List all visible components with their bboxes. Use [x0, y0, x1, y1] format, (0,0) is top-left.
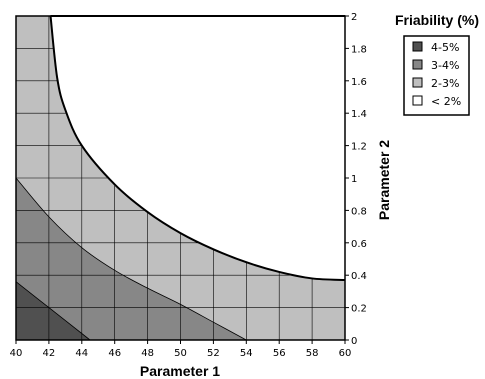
y-axis-title: Parameter 2 [376, 140, 392, 220]
y-tick-label: 0.4 [351, 271, 367, 282]
legend-swatch [412, 59, 423, 70]
legend-swatch [412, 41, 423, 52]
x-tick-label: 56 [273, 348, 286, 359]
y-tick-label: 1.6 [351, 77, 367, 88]
y-tick-label: 1.8 [351, 44, 367, 55]
region-2-3 [16, 16, 345, 340]
x-tick-label: 44 [75, 348, 88, 359]
legend-swatch [412, 95, 423, 106]
x-tick-label: 60 [339, 348, 352, 359]
legend-label: 2-3% [431, 77, 459, 90]
y-axis-ticks: 0 0.2 0.4 0.6 0.8 1 1.2 1.4 1.6 1.8 2 [345, 12, 367, 347]
region-3-4 [16, 178, 247, 340]
x-tick-label: 48 [141, 348, 154, 359]
legend-label: 4-5% [431, 41, 459, 54]
x-tick-label: 40 [10, 348, 23, 359]
region-3-4-boundary [15, 177, 247, 341]
y-tick-label: 1 [351, 174, 357, 185]
region-4-5-boundary [15, 281, 91, 341]
x-tick-label: 52 [207, 348, 220, 359]
legend-label: < 2% [431, 95, 461, 108]
legend-swatch [412, 77, 423, 88]
y-tick-label: 0.8 [351, 206, 367, 217]
y-tick-label: 1.2 [351, 142, 367, 153]
x-tick-label: 42 [43, 348, 56, 359]
y-tick-label: 2 [351, 12, 357, 23]
y-tick-label: 0 [351, 336, 357, 347]
x-tick-label: 46 [108, 348, 121, 359]
x-tick-label: 54 [240, 348, 253, 359]
y-tick-label: 0.2 [351, 304, 367, 315]
legend-label: 3-4% [431, 59, 459, 72]
x-axis-ticks: 40 42 44 46 48 50 52 54 56 58 60 [10, 340, 352, 359]
legend: Friability (%) 4-5% 3-4% 2-3% < 2% [395, 12, 479, 116]
x-tick-label: 58 [306, 348, 319, 359]
x-tick-label: 50 [174, 348, 187, 359]
x-axis-title: Parameter 1 [140, 363, 220, 379]
y-tick-label: 0.6 [351, 239, 367, 250]
y-tick-label: 1.4 [351, 109, 367, 120]
region-2-3-boundary [49, 15, 346, 282]
legend-title: Friability (%) [395, 12, 479, 28]
